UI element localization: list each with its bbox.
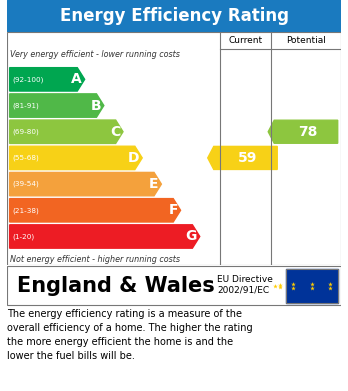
Text: (1-20): (1-20) — [12, 233, 34, 240]
Text: England & Wales: England & Wales — [17, 276, 215, 296]
Text: B: B — [90, 99, 101, 113]
Text: (81-91): (81-91) — [12, 102, 39, 109]
Text: C: C — [110, 125, 120, 139]
Text: Current: Current — [228, 36, 262, 45]
Text: Potential: Potential — [286, 36, 326, 45]
Bar — [286, 269, 338, 303]
Polygon shape — [10, 120, 123, 143]
Text: Very energy efficient - lower running costs: Very energy efficient - lower running co… — [10, 50, 180, 59]
Text: The energy efficiency rating is a measure of the
overall efficiency of a home. T: The energy efficiency rating is a measur… — [7, 309, 253, 361]
Text: (69-80): (69-80) — [12, 129, 39, 135]
Polygon shape — [10, 94, 104, 117]
Polygon shape — [268, 120, 338, 143]
Text: F: F — [168, 203, 178, 217]
Text: (39-54): (39-54) — [12, 181, 39, 187]
Text: 78: 78 — [298, 125, 317, 139]
Bar — [286, 269, 338, 303]
Polygon shape — [10, 199, 181, 222]
Text: G: G — [186, 230, 197, 244]
Text: (21-38): (21-38) — [12, 207, 39, 213]
Polygon shape — [10, 225, 200, 248]
Text: (55-68): (55-68) — [12, 155, 39, 161]
Text: Energy Efficiency Rating: Energy Efficiency Rating — [60, 7, 288, 25]
Text: EU Directive
2002/91/EC: EU Directive 2002/91/EC — [218, 275, 273, 295]
Polygon shape — [208, 146, 277, 169]
Text: E: E — [149, 177, 159, 191]
Polygon shape — [10, 68, 85, 91]
Text: (92-100): (92-100) — [12, 76, 44, 83]
Text: 59: 59 — [237, 151, 257, 165]
Polygon shape — [10, 172, 161, 196]
Text: D: D — [128, 151, 140, 165]
Text: A: A — [71, 72, 82, 86]
Text: Not energy efficient - higher running costs: Not energy efficient - higher running co… — [10, 255, 180, 264]
Polygon shape — [10, 146, 142, 170]
